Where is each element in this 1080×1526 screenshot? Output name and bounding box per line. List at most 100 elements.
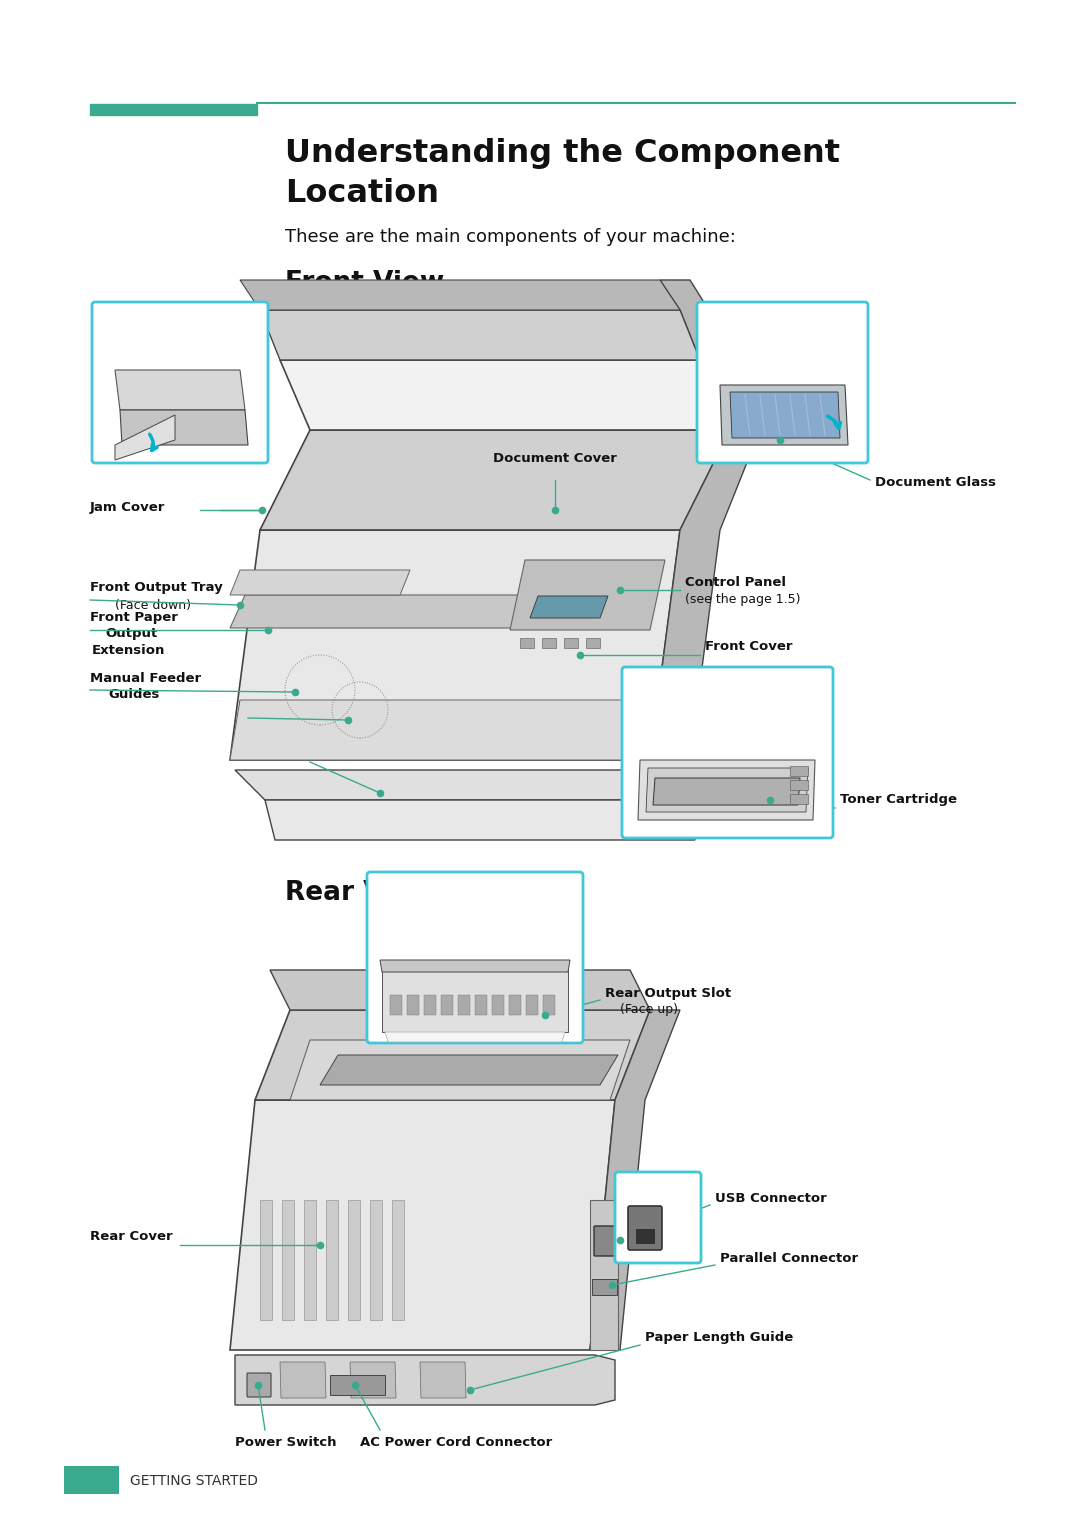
Polygon shape <box>653 778 800 806</box>
Polygon shape <box>350 1363 396 1398</box>
FancyBboxPatch shape <box>627 1206 662 1250</box>
Polygon shape <box>265 800 696 839</box>
Bar <box>330 1375 384 1395</box>
Bar <box>407 995 419 1015</box>
Text: (see the page 1.5): (see the page 1.5) <box>685 594 800 606</box>
FancyBboxPatch shape <box>594 1225 616 1256</box>
Bar <box>392 1199 404 1320</box>
Bar <box>282 1199 294 1320</box>
Text: 1.4: 1.4 <box>78 1474 105 1488</box>
Text: Document Cover: Document Cover <box>494 452 617 465</box>
Text: AC Power Cord Connector: AC Power Cord Connector <box>360 1436 552 1450</box>
Text: Front Output Tray: Front Output Tray <box>90 581 222 595</box>
Bar <box>424 995 436 1015</box>
FancyBboxPatch shape <box>615 1172 701 1264</box>
Polygon shape <box>382 971 568 1032</box>
Polygon shape <box>280 1363 326 1398</box>
Bar <box>789 766 808 777</box>
Bar <box>64 1466 119 1494</box>
Polygon shape <box>650 279 760 760</box>
Polygon shape <box>420 1363 465 1398</box>
Polygon shape <box>530 597 608 618</box>
Text: Understanding the Component: Understanding the Component <box>285 137 840 169</box>
Bar <box>326 1199 338 1320</box>
Text: GETTING STARTED: GETTING STARTED <box>130 1474 258 1488</box>
Polygon shape <box>230 595 575 629</box>
Polygon shape <box>720 385 848 446</box>
Text: Control Panel: Control Panel <box>685 575 786 589</box>
FancyBboxPatch shape <box>367 871 583 1042</box>
Polygon shape <box>380 960 570 972</box>
Text: Toner Cartridge: Toner Cartridge <box>840 794 957 807</box>
Polygon shape <box>230 700 660 760</box>
Bar <box>543 995 555 1015</box>
Bar <box>90 104 257 114</box>
Bar <box>370 1199 382 1320</box>
Text: Manual: Manual <box>238 700 293 714</box>
Bar <box>542 638 556 649</box>
Text: These are the main components of your machine:: These are the main components of your ma… <box>285 227 735 246</box>
Text: USB Connector: USB Connector <box>715 1192 827 1204</box>
Bar <box>475 995 487 1015</box>
Text: Feeder: Feeder <box>238 717 289 731</box>
Text: Location: Location <box>285 179 438 209</box>
Text: Paper Length Guide: Paper Length Guide <box>645 1332 793 1344</box>
Text: Rear View: Rear View <box>285 881 434 906</box>
Polygon shape <box>114 415 175 459</box>
Text: Jam Cover: Jam Cover <box>90 501 165 514</box>
Text: Rear Cover: Rear Cover <box>90 1230 173 1244</box>
Bar <box>441 995 453 1015</box>
Text: Parallel Connector: Parallel Connector <box>720 1251 859 1265</box>
Text: (Face up): (Face up) <box>620 1004 678 1016</box>
FancyBboxPatch shape <box>92 302 268 462</box>
Text: Manual Feeder: Manual Feeder <box>90 671 201 685</box>
Bar <box>303 1199 316 1320</box>
Polygon shape <box>260 430 730 530</box>
Bar <box>458 995 470 1015</box>
Text: Guides: Guides <box>108 688 160 702</box>
Text: Output: Output <box>105 627 158 641</box>
Text: Front View: Front View <box>285 270 444 296</box>
Text: Power Switch: Power Switch <box>235 1436 337 1450</box>
Polygon shape <box>590 1199 618 1351</box>
Polygon shape <box>255 1010 650 1100</box>
Polygon shape <box>260 310 700 360</box>
Polygon shape <box>240 279 680 310</box>
Polygon shape <box>230 530 680 760</box>
Text: Paper Tray: Paper Tray <box>291 743 369 757</box>
Polygon shape <box>280 360 730 430</box>
Polygon shape <box>270 971 650 1010</box>
Polygon shape <box>384 1032 565 1042</box>
Bar <box>260 1199 272 1320</box>
FancyBboxPatch shape <box>622 667 833 838</box>
Polygon shape <box>114 369 245 410</box>
Polygon shape <box>235 1355 615 1405</box>
Bar <box>586 638 600 649</box>
Polygon shape <box>730 392 840 438</box>
Bar <box>526 995 538 1015</box>
Text: (Face down): (Face down) <box>114 600 191 612</box>
Bar <box>789 780 808 790</box>
Text: Rear Output Slot: Rear Output Slot <box>605 986 731 1000</box>
FancyBboxPatch shape <box>247 1373 271 1396</box>
Polygon shape <box>638 760 815 819</box>
FancyBboxPatch shape <box>697 302 868 462</box>
Polygon shape <box>320 1054 618 1085</box>
Bar <box>519 638 534 649</box>
Bar <box>509 995 521 1015</box>
Polygon shape <box>510 560 665 630</box>
Polygon shape <box>291 1041 630 1100</box>
Bar <box>564 638 578 649</box>
Bar <box>592 1279 617 1296</box>
Text: Front Cover: Front Cover <box>705 641 793 653</box>
Bar <box>492 995 504 1015</box>
Text: Document Glass: Document Glass <box>875 476 996 488</box>
Polygon shape <box>235 771 685 800</box>
Polygon shape <box>230 571 410 595</box>
Bar <box>636 1228 654 1244</box>
Polygon shape <box>230 1100 615 1351</box>
Bar <box>390 995 402 1015</box>
Polygon shape <box>646 768 808 812</box>
Bar <box>348 1199 360 1320</box>
Bar <box>789 794 808 804</box>
